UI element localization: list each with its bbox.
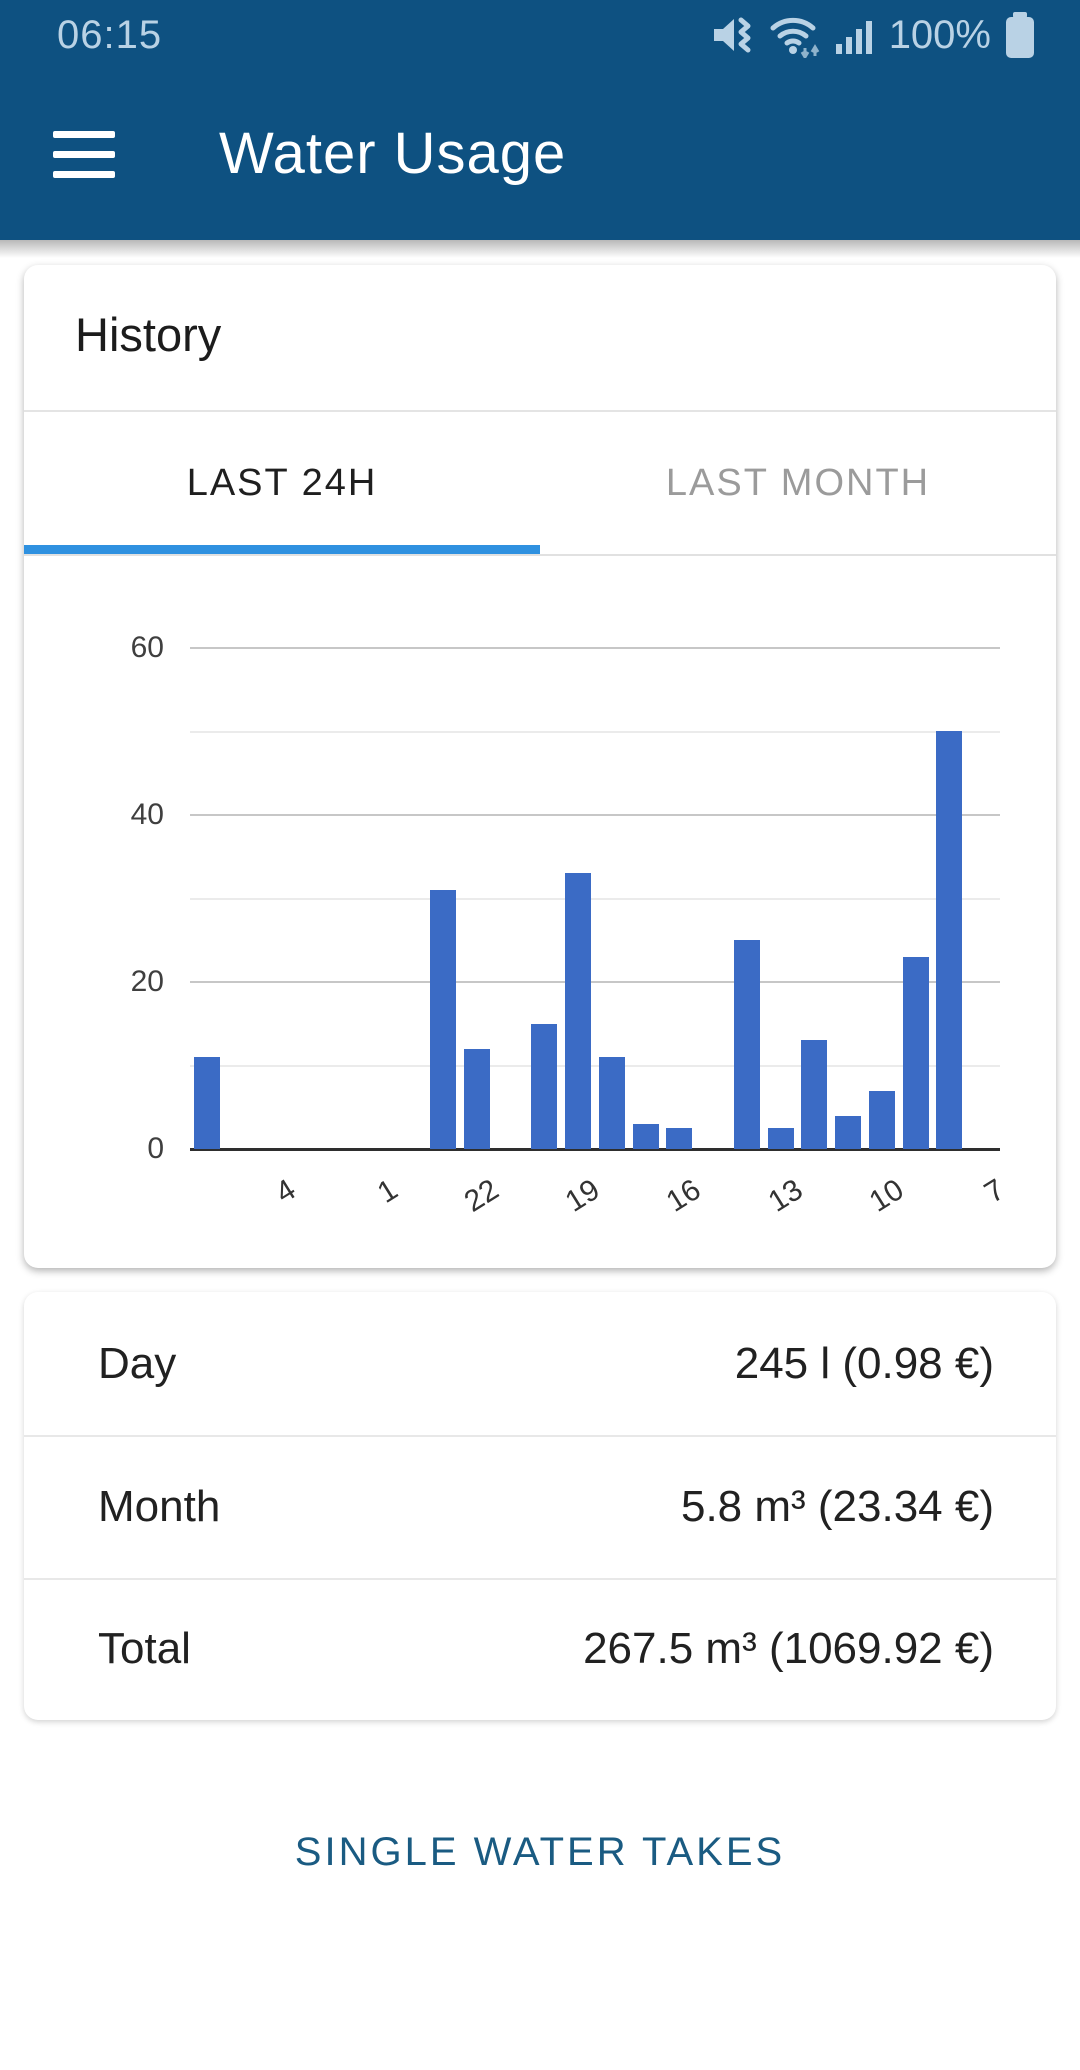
signal-icon: [834, 12, 876, 58]
chart-bar: [768, 1128, 794, 1149]
battery-icon: [1004, 10, 1036, 60]
hamburger-menu-icon[interactable]: [53, 131, 115, 179]
summary-label: Day: [98, 1338, 177, 1388]
row-divider: [24, 1435, 1056, 1437]
summary-row-total: Total 267.5 m³ (1069.92 €): [24, 1578, 1056, 1720]
clock: 06:15: [57, 13, 163, 57]
chart-bar: [565, 873, 591, 1149]
active-tab-underline: [24, 545, 540, 554]
page-title: Water Usage: [219, 121, 567, 186]
history-title: History: [75, 308, 222, 361]
gridline: [190, 814, 1000, 816]
history-card: History LAST 24H LAST MONTH 0 20 40 60 4 1 22 1…: [24, 265, 1056, 1268]
chart-bar: [936, 731, 962, 1149]
usage-chart: 0 20 40 60 4 1 22 19 16 13 10 7: [24, 556, 1056, 1268]
summary-value: 267.5 m³ (1069.92 €): [583, 1624, 994, 1673]
summary-label: Month: [98, 1481, 221, 1531]
gridline: [190, 647, 1000, 649]
chart-bar: [801, 1040, 827, 1149]
y-axis-tick-label: 20: [130, 965, 164, 998]
summary-row-day: Day 245 l (0.98 €): [24, 1292, 1056, 1435]
summary-card: Day 245 l (0.98 €) Month 5.8 m³ (23.34 €…: [24, 1292, 1056, 1720]
tab-last-24h[interactable]: LAST 24H: [186, 461, 378, 504]
tab-last-month[interactable]: LAST MONTH: [665, 461, 931, 504]
chart-bar: [903, 957, 929, 1149]
gridline: [190, 1064, 1000, 1067]
row-divider: [24, 1578, 1056, 1580]
x-axis-line: [190, 1148, 1000, 1151]
chart-bar: [835, 1116, 861, 1149]
status-icons: 100%: [710, 0, 1036, 70]
chart-bar: [430, 890, 456, 1149]
app-bar: Water Usage: [0, 70, 1080, 240]
y-axis-tick-label: 40: [130, 798, 164, 831]
history-header: History: [24, 265, 1056, 412]
chart-bar: [734, 940, 760, 1149]
status-bar: 06:15: [0, 0, 1080, 70]
mute-icon: [710, 12, 756, 58]
summary-row-month: Month 5.8 m³ (23.34 €): [24, 1435, 1056, 1578]
gridline: [190, 897, 1000, 900]
y-axis-tick-label: 60: [130, 631, 164, 664]
summary-value: 245 l (0.98 €): [734, 1338, 994, 1388]
battery-percent: 100%: [888, 12, 991, 57]
chart-bar: [194, 1057, 220, 1149]
chart-bar: [633, 1124, 659, 1149]
summary-value: 5.8 m³ (23.34 €): [680, 1481, 994, 1531]
chart-bar: [666, 1128, 692, 1149]
chart-bar: [599, 1057, 625, 1149]
history-tabs: LAST 24H LAST MONTH: [24, 412, 1056, 556]
summary-label: Total: [98, 1624, 191, 1673]
chart-bar: [869, 1091, 895, 1149]
chart-bar: [464, 1049, 490, 1149]
single-water-takes-button[interactable]: SINGLE WATER TAKES: [294, 1830, 786, 1874]
gridline: [190, 730, 1000, 733]
wifi-icon: [769, 12, 821, 58]
y-axis-tick-label: 0: [147, 1132, 164, 1165]
chart-bar: [531, 1024, 557, 1149]
gridline: [190, 981, 1000, 983]
app-bar-shadow: [0, 240, 1080, 258]
